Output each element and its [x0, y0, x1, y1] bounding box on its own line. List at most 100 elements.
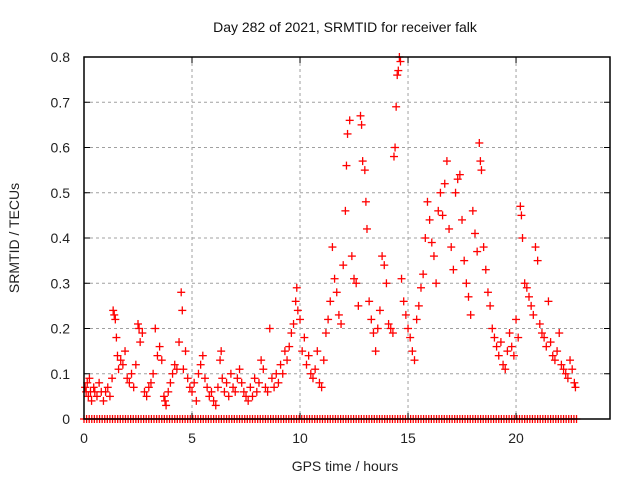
data-point: [313, 347, 322, 356]
data-point: [84, 392, 93, 401]
data-point: [352, 279, 361, 288]
y-tick-label: 0.2: [51, 321, 71, 337]
x-tick-label: 5: [188, 430, 196, 446]
data-point: [142, 392, 151, 401]
data-point: [118, 360, 127, 369]
y-tick-label: 0.4: [51, 230, 71, 246]
data-point: [123, 374, 132, 383]
data-point: [347, 252, 356, 261]
data-point: [414, 301, 423, 310]
data-point: [449, 265, 458, 274]
data-point: [248, 392, 257, 401]
data-point: [479, 243, 488, 252]
data-point: [250, 374, 259, 383]
y-tick-label: 0.6: [51, 140, 71, 156]
data-point: [518, 234, 527, 242]
data-point: [369, 329, 378, 338]
data-point: [244, 396, 253, 405]
data-point: [207, 387, 216, 396]
data-point: [375, 306, 384, 315]
data-point: [302, 360, 311, 369]
data-point: [112, 333, 121, 342]
data-point: [339, 261, 348, 270]
data-point: [350, 274, 359, 283]
data-point: [475, 138, 484, 147]
data-point: [270, 383, 279, 392]
data-point: [561, 369, 570, 378]
axis-ticks: [83, 56, 610, 420]
data-point: [267, 374, 276, 383]
data-point: [99, 396, 108, 405]
data-point: [285, 342, 294, 351]
x-tick-label: 20: [508, 430, 524, 446]
data-point: [222, 378, 231, 387]
data-point: [239, 387, 248, 396]
data-point: [166, 378, 175, 387]
data-point: [438, 211, 447, 220]
data-point: [394, 66, 403, 75]
data-point: [520, 279, 529, 288]
data-point: [473, 247, 482, 256]
data-point: [229, 383, 238, 392]
data-point: [509, 351, 518, 360]
data-point: [105, 392, 114, 401]
data-point: [524, 292, 533, 301]
x-tick-label: 10: [292, 430, 308, 446]
data-point: [175, 338, 184, 347]
data-point: [280, 347, 289, 356]
data-point: [196, 360, 205, 369]
data-points: [81, 53, 580, 410]
data-point: [447, 243, 456, 252]
data-point: [164, 387, 173, 396]
data-point: [555, 329, 564, 338]
data-point: [209, 396, 218, 405]
data-point: [423, 197, 432, 206]
data-point: [259, 365, 268, 374]
data-point: [544, 297, 553, 306]
data-point: [108, 374, 117, 383]
data-point: [494, 351, 503, 360]
data-point: [127, 369, 136, 378]
data-point: [121, 347, 130, 356]
data-point: [300, 333, 309, 342]
data-point: [129, 383, 138, 392]
data-point: [200, 374, 209, 383]
data-point: [404, 324, 413, 333]
data-point: [386, 324, 395, 333]
data-point: [328, 243, 337, 252]
data-point: [563, 374, 572, 383]
data-point: [321, 329, 330, 338]
data-point: [445, 224, 454, 233]
data-point: [397, 274, 406, 283]
data-point: [95, 378, 104, 387]
data-point: [412, 315, 421, 324]
data-point: [343, 129, 352, 138]
data-point: [81, 383, 90, 392]
data-point: [296, 315, 305, 324]
data-point: [360, 166, 369, 175]
data-point: [155, 342, 164, 351]
data-point: [427, 238, 436, 247]
data-point: [396, 57, 405, 66]
data-point: [399, 297, 408, 306]
data-point: [517, 211, 526, 220]
data-point: [89, 383, 98, 392]
data-point: [304, 351, 313, 360]
data-point: [283, 356, 292, 365]
data-point: [516, 202, 525, 211]
data-point: [319, 356, 328, 365]
data-point: [224, 392, 233, 401]
data-point: [168, 369, 177, 378]
data-point: [226, 369, 235, 378]
x-axis-title: GPS time / hours: [292, 458, 399, 474]
data-point: [406, 333, 415, 342]
data-point: [535, 319, 544, 328]
data-point: [527, 301, 536, 310]
data-point: [203, 383, 212, 392]
data-point: [185, 383, 194, 392]
data-point: [451, 188, 460, 197]
data-point: [161, 396, 170, 405]
data-point: [464, 292, 473, 301]
data-point: [136, 338, 145, 347]
data-point: [157, 356, 166, 365]
